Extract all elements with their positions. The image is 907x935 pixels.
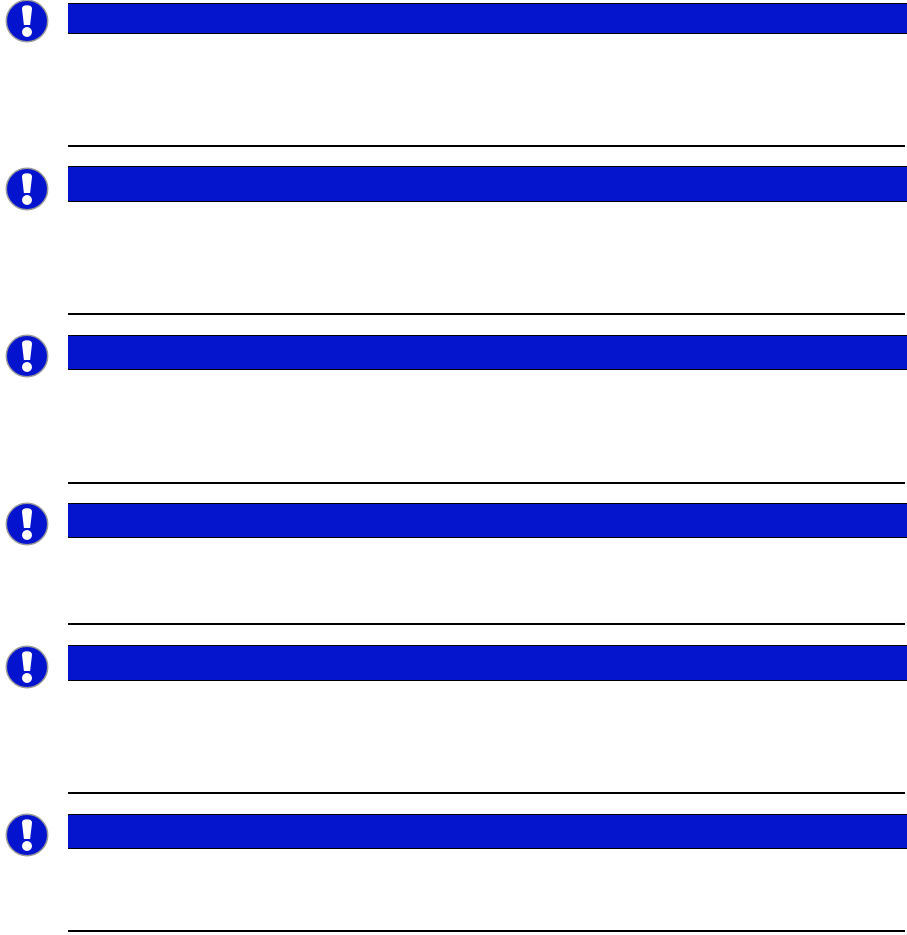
note-body xyxy=(68,376,897,476)
note-header-bar xyxy=(68,335,907,370)
section-separator-line xyxy=(68,313,905,315)
attention-exclamation-circle-icon xyxy=(5,813,49,857)
section-separator-line xyxy=(68,623,905,625)
note-body xyxy=(68,855,897,925)
note-body xyxy=(68,687,897,787)
note-body xyxy=(68,40,897,140)
note-header-bar xyxy=(68,814,907,849)
note-header-bar xyxy=(68,645,907,681)
note-body xyxy=(68,544,897,619)
attention-exclamation-circle-icon xyxy=(5,645,49,689)
note-header-bar xyxy=(68,503,907,538)
section-separator-line xyxy=(68,482,905,484)
note-header-bar xyxy=(68,3,907,34)
section-separator-line xyxy=(68,792,905,794)
section-separator-line xyxy=(68,930,905,932)
note-body xyxy=(68,208,897,308)
section-separator-line xyxy=(68,145,905,147)
attention-exclamation-circle-icon xyxy=(5,334,49,378)
attention-exclamation-circle-icon xyxy=(5,0,49,43)
attention-exclamation-circle-icon xyxy=(5,167,49,211)
note-header-bar xyxy=(68,166,907,202)
attention-exclamation-circle-icon xyxy=(5,502,49,546)
